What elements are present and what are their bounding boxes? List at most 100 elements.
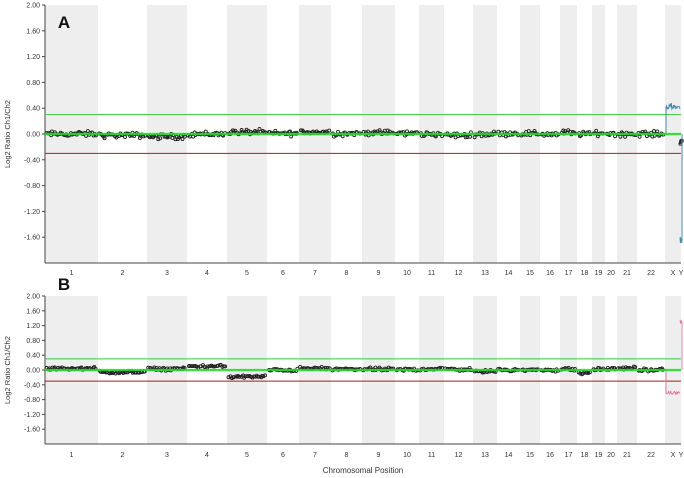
data-point xyxy=(156,137,161,142)
data-point xyxy=(180,137,185,141)
reference-trace-x xyxy=(665,390,681,396)
x-tick-label: 7 xyxy=(313,452,317,459)
data-point xyxy=(206,364,210,369)
data-point xyxy=(239,128,244,132)
x-tick-label: 8 xyxy=(345,270,349,277)
x-tick-label: 8 xyxy=(345,452,349,459)
x-tick-label: 5 xyxy=(245,452,249,459)
y-tick-label: -0.40 xyxy=(24,382,40,389)
reference-trace-y xyxy=(679,236,683,244)
data-point xyxy=(237,374,242,379)
data-point xyxy=(468,134,473,139)
x-tick-label: 9 xyxy=(377,270,381,277)
data-point xyxy=(463,135,468,140)
x-tick-label: X xyxy=(671,452,676,459)
y-tick-label: -0.80 xyxy=(24,183,40,190)
data-point xyxy=(655,129,660,134)
x-tick-label: 5 xyxy=(245,270,249,277)
data-point xyxy=(85,129,90,134)
x-tick-label: Y xyxy=(679,452,684,459)
x-tick-label: 4 xyxy=(205,452,209,459)
x-tick-label: 4 xyxy=(205,270,209,277)
data-point xyxy=(340,134,345,139)
data-point xyxy=(263,373,268,378)
panel-b: 2.00 1.60 1.20 0.80 0.40 0.00 -0.40 -0.80 -1.20 -… xyxy=(3,275,684,475)
y-tick-label: 0.00 xyxy=(26,132,40,139)
x-tick-label: 14 xyxy=(505,452,513,459)
data-point xyxy=(594,128,599,133)
x-tick-label: 12 xyxy=(455,270,463,277)
x-tick-label: 11 xyxy=(428,270,435,277)
data-point xyxy=(102,136,107,141)
x-tick-label: 14 xyxy=(505,270,513,277)
x-tick-label: 18 xyxy=(581,270,589,277)
data-point xyxy=(319,364,324,369)
y-axis-label: Log2 Ratio Ch1/Ch2 xyxy=(3,336,12,404)
y-tick-label: 0.80 xyxy=(26,338,40,345)
x-tick-label: 15 xyxy=(526,452,534,459)
data-point xyxy=(211,364,216,369)
data-point xyxy=(289,134,294,139)
x-tick-label: 18 xyxy=(581,452,589,459)
x-tick-label: 2 xyxy=(121,270,125,277)
data-point xyxy=(618,134,623,139)
x-tick-label: 21 xyxy=(623,270,631,277)
y-tick-label: -0.80 xyxy=(24,397,40,404)
y-tick-label: 0.80 xyxy=(26,80,40,87)
x-tick-label: 16 xyxy=(546,452,554,459)
y-tick-label: 0.00 xyxy=(26,368,40,375)
data-point xyxy=(526,129,531,134)
y-tick-label: -1.20 xyxy=(24,412,40,419)
y-tick-label: -1.20 xyxy=(24,209,40,216)
x-tick-label: X xyxy=(671,270,676,277)
x-tick-label: 9 xyxy=(377,452,381,459)
data-point xyxy=(633,365,638,370)
reference-trace-y xyxy=(679,320,683,325)
data-point xyxy=(623,134,628,139)
data-point xyxy=(496,129,501,134)
x-tick-label: 10 xyxy=(403,270,411,277)
x-tick-label: 20 xyxy=(607,270,615,277)
x-tick-label: 3 xyxy=(165,270,169,277)
y-tick-label: 1.60 xyxy=(26,308,40,315)
x-tick-label: 19 xyxy=(595,270,603,277)
x-tick-label: 13 xyxy=(481,270,489,277)
data-point xyxy=(327,128,332,133)
x-tick-label: 7 xyxy=(313,270,317,277)
x-tick-label: 6 xyxy=(281,452,285,459)
y-axis-label: Log2 Ratio Ch1/Ch2 xyxy=(3,100,12,168)
data-point xyxy=(182,134,187,139)
data-point xyxy=(137,136,142,140)
data-point xyxy=(652,129,656,133)
x-tick-label: 10 xyxy=(403,452,411,459)
data-point xyxy=(613,134,618,139)
data-point xyxy=(123,135,127,139)
reference-trace-x xyxy=(665,103,681,111)
x-tick-label: 22 xyxy=(647,452,655,459)
y-tick-label: 0.40 xyxy=(26,353,40,360)
x-tick-label: 1 xyxy=(70,270,74,277)
panel-label: B xyxy=(58,275,70,294)
y-tick-label: 1.20 xyxy=(26,54,40,61)
x-tick-label: 6 xyxy=(281,270,285,277)
y-tick-label: -1.60 xyxy=(24,427,40,434)
data-point xyxy=(158,136,163,141)
y-tick-label: 0.40 xyxy=(26,106,40,113)
data-point xyxy=(226,375,231,380)
y-tick-label: -0.40 xyxy=(24,157,40,164)
data-point xyxy=(223,364,228,369)
x-tick-label: 22 xyxy=(647,270,655,277)
x-tick-label: Y xyxy=(679,270,684,277)
x-tick-label: 13 xyxy=(481,452,489,459)
data-point xyxy=(246,129,251,133)
data-point xyxy=(405,129,409,134)
x-tick-label: 12 xyxy=(455,452,463,459)
x-tick-label: 15 xyxy=(526,270,534,277)
y-tick-label: 1.20 xyxy=(26,323,40,330)
y-tick-label: -1.60 xyxy=(24,235,40,242)
panel-a: 2.00 1.60 1.20 0.80 0.40 0.00 -0.40 -0.80 -1.20 -… xyxy=(3,3,684,277)
y-tick-label: 1.60 xyxy=(26,28,40,35)
x-tick-label: 3 xyxy=(165,452,169,459)
x-tick-label: 17 xyxy=(565,452,573,459)
